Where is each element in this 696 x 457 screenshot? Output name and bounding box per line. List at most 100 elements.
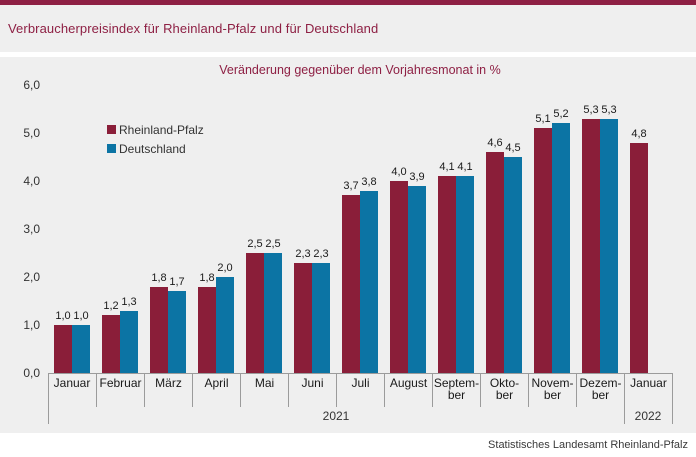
x-axis-category: Juli [336,374,384,401]
x-axis-category: Januar [53,376,91,390]
bar-value-label: 5,1 [535,113,551,126]
legend-label: Deutschland [119,141,186,156]
month-boundary-tick [528,400,529,407]
bar-rheinland-pfalz [390,181,408,373]
month-boundary-tick [480,400,481,407]
chart-footer: Statistisches Landesamt Rheinland-Pfalz [0,433,696,457]
x-axis-category-row: Januar Februar März April Mai Juni Juli August S… [48,373,672,401]
bar-value-label: 1,8 [199,271,215,284]
x-axis-category: Okto-ber [480,374,528,401]
month-boundary-tick [576,400,577,407]
header-divider-gap [0,52,696,57]
bar-value-label: 1,0 [73,310,89,322]
legend-color-swatch [107,125,116,134]
bar-rheinland-pfalz [486,152,504,373]
x-axis-category: Novem-ber [528,374,576,401]
bar-deutschland [264,253,282,373]
month-boundary-tick [96,400,97,407]
bar-value-label: 5,3 [583,103,599,116]
bar-rheinland-pfalz [102,315,120,373]
y-axis-tick-label: 1,0 [23,318,40,332]
bar-rheinland-pfalz [198,286,216,373]
bar-rheinland-pfalz [534,128,552,373]
bar-value-label: 2,3 [295,247,311,260]
x-axis-year-label: 2021 [322,409,350,423]
x-axis-category: Septem-ber [432,374,480,402]
month-boundary-tick [288,400,289,407]
bar-value-label: 1,0 [55,310,71,322]
bar-value-label: 3,9 [409,170,425,183]
y-axis-tick-label: 4,0 [23,174,40,188]
bar-value-label: 2,0 [217,262,233,274]
x-axis-category: Dezem-ber [576,374,624,401]
bar-deutschland [120,310,138,373]
bar-rheinland-pfalz [630,142,648,373]
x-axis-category: August [384,374,432,401]
bar-deutschland [408,185,426,373]
legend-label: Rheinland-Pfalz [119,122,204,137]
chart-header: Verbraucherpreisindex für Rheinland-Pfal… [0,5,696,52]
bar-rheinland-pfalz [150,286,168,373]
bar-deutschland [360,190,378,373]
y-axis-tick-label: 2,0 [23,270,40,284]
chart-legend: Rheinland-Pfalz Deutschland [107,120,204,158]
bar-value-label: 4,6 [487,137,503,150]
y-axis-tick-label: 6,0 [23,78,40,92]
bar-value-label: 3,8 [361,175,377,188]
accent-top-bar [0,0,696,5]
bar-deutschland [600,118,618,373]
chart-title: Verbraucherpreisindex für Rheinland-Pfal… [8,21,379,36]
bar-value-label: 4,1 [457,161,473,174]
bar-deutschland [72,325,90,373]
x-axis-category: April [192,374,240,401]
x-axis-year-label: 2022 [634,409,662,423]
month-boundary-tick [336,400,337,407]
bar-value-label: 1,7 [169,276,185,289]
bar-value-label: 1,8 [151,271,167,284]
year-boundary-tick [48,373,49,424]
legend-color-swatch [107,144,116,153]
bar-value-label: 2,5 [247,238,263,250]
month-boundary-tick [240,400,241,407]
bar-rheinland-pfalz [438,176,456,373]
bar-rheinland-pfalz [294,262,312,373]
bar-value-label: 4,0 [391,166,407,178]
bar-rheinland-pfalz [246,253,264,373]
legend-item-rheinland-pfalz: Rheinland-Pfalz [107,120,204,139]
bar-rheinland-pfalz [54,325,72,373]
bar-value-label: 2,5 [265,238,281,250]
month-boundary-tick [432,400,433,407]
month-boundary-tick [144,400,145,407]
bar-value-label: 1,2 [103,300,119,313]
bar-value-label: 4,1 [439,161,455,174]
chart-plot-region: Veränderung gegenüber dem Vorjahresmonat… [0,57,696,433]
x-axis-category: Mai [240,374,288,401]
bar-value-label: 5,3 [601,103,617,116]
bar-value-label: 4,5 [505,142,521,154]
y-axis-tick-label: 5,0 [23,126,40,140]
bar-value-label: 3,7 [343,180,359,193]
y-axis-tick-label: 0,0 [23,366,40,380]
x-axis-category: Februar [96,374,144,401]
bar-rheinland-pfalz [342,195,360,373]
source-attribution: Statistisches Landesamt Rheinland-Pfalz [488,439,688,451]
bar-value-label: 2,3 [313,247,329,260]
bar-rheinland-pfalz [582,118,600,373]
bar-deutschland [552,123,570,373]
bar-value-label: 5,2 [553,108,569,121]
month-boundary-tick [192,400,193,407]
x-axis-category: März [144,374,192,401]
legend-item-deutschland: Deutschland [107,139,204,158]
x-axis-category: Juni [288,374,336,401]
x-axis-category: Januar [624,374,672,401]
bar-deutschland [504,157,522,373]
bar-deutschland [216,277,234,373]
bar-deutschland [456,176,474,373]
chart-subtitle: Veränderung gegenüber dem Vorjahresmonat… [219,63,501,77]
month-boundary-tick [384,400,385,407]
bar-deutschland [312,262,330,373]
y-axis-tick-label: 3,0 [23,222,40,236]
bar-value-label: 1,3 [121,295,137,308]
year-boundary-tick [672,373,673,424]
